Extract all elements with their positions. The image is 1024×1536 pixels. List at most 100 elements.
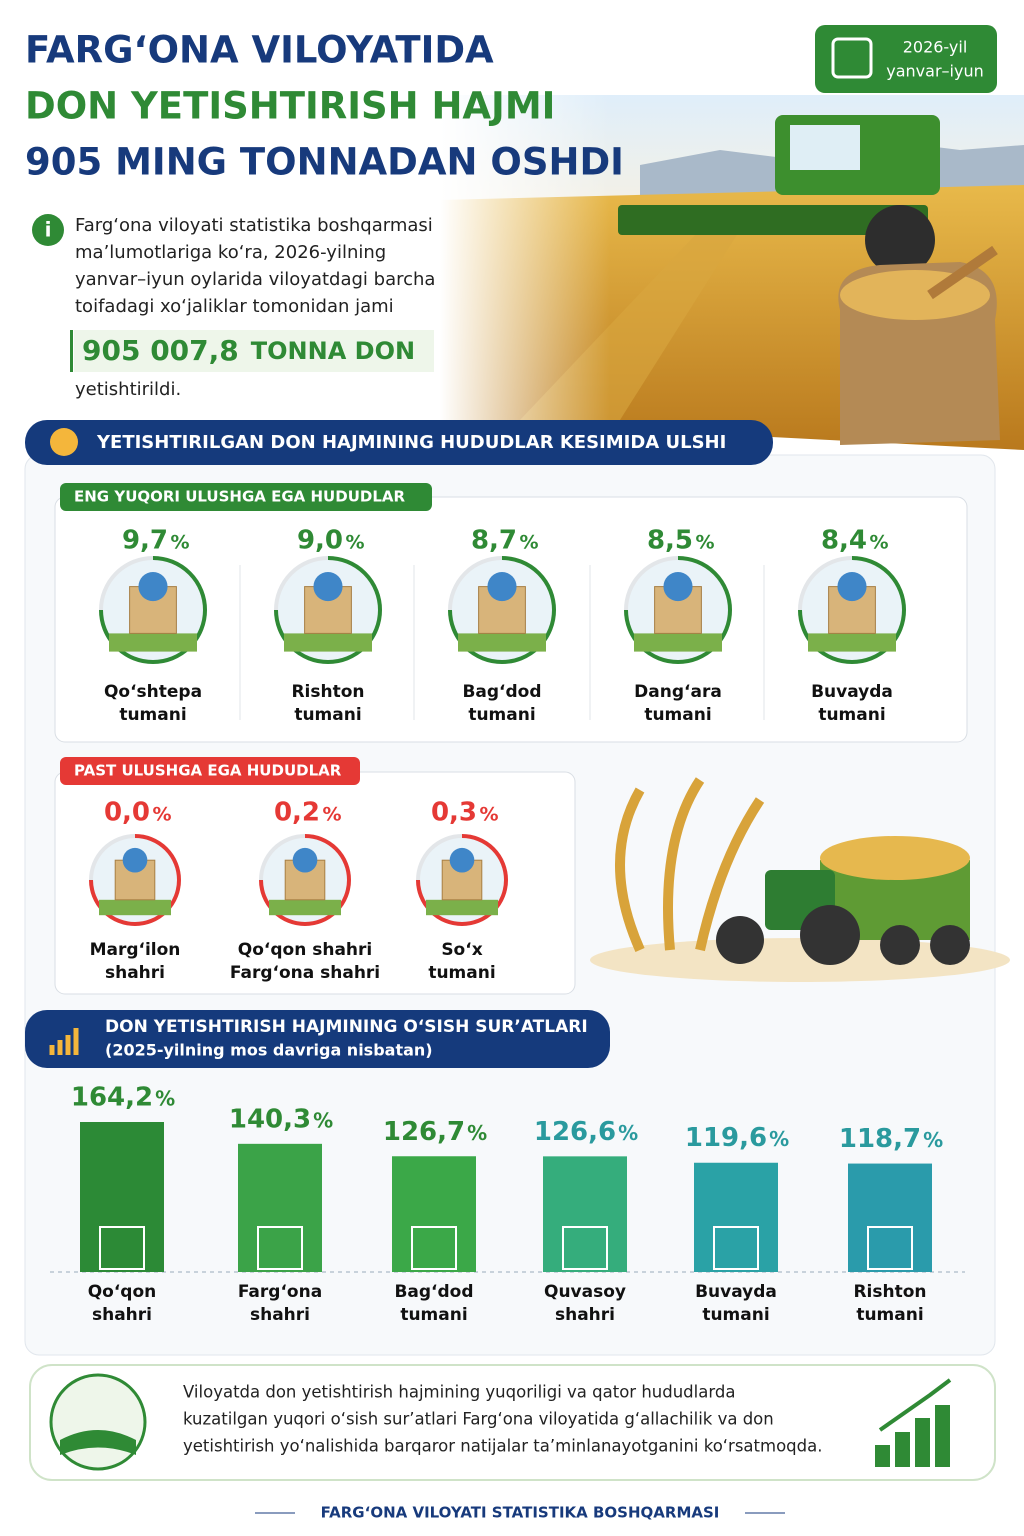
region-name: Dang‘ara bbox=[634, 682, 722, 702]
date-badge bbox=[815, 25, 997, 93]
region-name: Marg‘ilon bbox=[90, 940, 181, 960]
date-period: yanvar–iyun bbox=[886, 62, 983, 81]
landmark-dome bbox=[313, 572, 343, 602]
share-unit: % bbox=[323, 804, 342, 826]
calendar-icon bbox=[831, 37, 873, 79]
bar-name: shahri bbox=[555, 1305, 615, 1325]
bar-unit: % bbox=[155, 1087, 175, 1111]
share-value: 0,2 bbox=[274, 798, 320, 828]
region-name: tumani bbox=[468, 705, 535, 725]
growth-icon bbox=[49, 1028, 79, 1055]
bar bbox=[238, 1143, 322, 1272]
share-unit: % bbox=[696, 532, 715, 554]
highlight-bar bbox=[70, 330, 73, 372]
landmark-ground bbox=[109, 633, 197, 652]
bar-unit: % bbox=[769, 1127, 789, 1151]
share-value: 9,0 bbox=[297, 526, 343, 556]
bar-value: 118,7 bbox=[839, 1124, 921, 1154]
title-line: 905 MING TONNADAN OSHDI bbox=[25, 141, 624, 184]
info-icon bbox=[32, 214, 64, 246]
section-banner bbox=[25, 420, 773, 465]
top-label: ENG YUQORI ULUSHGA EGA HUDUDLAR bbox=[74, 488, 405, 506]
region-name: tumani bbox=[119, 705, 186, 725]
highlight-bg bbox=[74, 330, 434, 372]
bar bbox=[392, 1156, 476, 1272]
bar-name: tumani bbox=[702, 1305, 769, 1325]
landmark-dome bbox=[487, 572, 517, 602]
intro-line: yanvar–iyun oylarida viloyatdagi barcha bbox=[75, 269, 435, 290]
landmark-ground bbox=[426, 899, 498, 916]
tractor-illustration bbox=[590, 777, 1010, 982]
pie-icon bbox=[50, 428, 78, 456]
bar-value: 126,6 bbox=[534, 1117, 616, 1147]
date-year: 2026-yil bbox=[903, 38, 968, 57]
info-glyph: i bbox=[45, 218, 52, 242]
bar bbox=[848, 1163, 932, 1272]
bar-name: Buvayda bbox=[695, 1282, 777, 1302]
region-name: So‘x bbox=[441, 940, 482, 960]
top-tag bbox=[60, 483, 432, 511]
region-name: shahri bbox=[105, 963, 165, 983]
share-value: 8,5 bbox=[647, 526, 693, 556]
intro-end: yetishtirildi. bbox=[75, 379, 181, 400]
landmark-dome bbox=[122, 847, 148, 873]
conclusion-line: yetishtirish yo‘nalishida barqaror natij… bbox=[183, 1437, 823, 1456]
landmark-dome bbox=[449, 847, 475, 873]
share-unit: % bbox=[870, 532, 889, 554]
landmark-ground bbox=[284, 633, 372, 652]
logo-field bbox=[60, 1430, 136, 1455]
bar-name: Bag‘dod bbox=[394, 1282, 473, 1302]
bar-unit: % bbox=[618, 1121, 638, 1145]
region-name: tumani bbox=[644, 705, 711, 725]
bar-unit: % bbox=[923, 1128, 943, 1152]
landmark-dome bbox=[138, 572, 168, 602]
bar-value: 140,3 bbox=[229, 1104, 311, 1134]
landmark-ground bbox=[269, 899, 341, 916]
share-unit: % bbox=[171, 532, 190, 554]
growth-banner bbox=[25, 1010, 610, 1068]
bar-icon bbox=[713, 1226, 759, 1270]
bar-value: 119,6 bbox=[685, 1123, 767, 1153]
intro-line: Farg‘ona viloyati statistika boshqarmasi bbox=[75, 215, 433, 236]
footer: FARG‘ONA VILOYATI STATISTIKA BOSHQARMASI bbox=[321, 1504, 720, 1522]
wheat-logo bbox=[49, 1373, 147, 1471]
growth-subtitle: (2025-yilning mos davriga nisbatan) bbox=[105, 1041, 433, 1060]
growth-title: DON YETISHTIRISH HAJMINING O‘SISH SUR’AT… bbox=[105, 1017, 588, 1037]
share-value: 8,7 bbox=[471, 526, 517, 556]
conclusion-line: kuzatilgan yuqori o‘sish sur’atlari Farg… bbox=[183, 1410, 774, 1429]
bar bbox=[694, 1162, 778, 1272]
bar-name: Farg‘ona bbox=[238, 1282, 322, 1302]
bar-icon bbox=[867, 1226, 913, 1270]
landmark-ground bbox=[458, 633, 546, 652]
low-label: PAST ULUSHGA EGA HUDUDLAR bbox=[74, 762, 342, 780]
share-unit: % bbox=[153, 804, 172, 826]
bar bbox=[80, 1122, 164, 1272]
highlight-value: 905 007,8 bbox=[82, 334, 239, 367]
chart-icon bbox=[875, 1378, 952, 1467]
share-unit: % bbox=[480, 804, 499, 826]
bar-icon bbox=[562, 1226, 608, 1270]
landmark-ground bbox=[634, 633, 722, 652]
intro-line: toifadagi xo‘jaliklar tomonidan jami bbox=[75, 296, 394, 317]
landmark-dome bbox=[663, 572, 693, 602]
bar-name: tumani bbox=[856, 1305, 923, 1325]
region-name: Farg‘ona shahri bbox=[230, 963, 380, 983]
bar-icon bbox=[411, 1226, 457, 1270]
title-line: FARG‘ONA VILOYATIDA bbox=[25, 29, 494, 72]
share-value: 8,4 bbox=[821, 526, 867, 556]
region-name: Bag‘dod bbox=[462, 682, 541, 702]
region-name: Qo‘shtepa bbox=[104, 682, 202, 702]
bar-name: shahri bbox=[250, 1305, 310, 1325]
region-name: tumani bbox=[428, 963, 495, 983]
low-tag bbox=[60, 757, 360, 785]
conclusion-card bbox=[29, 1364, 996, 1481]
bar bbox=[543, 1156, 627, 1272]
bar-name: shahri bbox=[92, 1305, 152, 1325]
bar-name: Qo‘qon bbox=[88, 1282, 157, 1302]
bar-name: tumani bbox=[400, 1305, 467, 1325]
highlight-unit: TONNA DON bbox=[251, 337, 415, 365]
share-value: 0,0 bbox=[104, 798, 150, 828]
share-unit: % bbox=[520, 532, 539, 554]
landmark-dome bbox=[837, 572, 867, 602]
landmark-ground bbox=[99, 899, 171, 916]
